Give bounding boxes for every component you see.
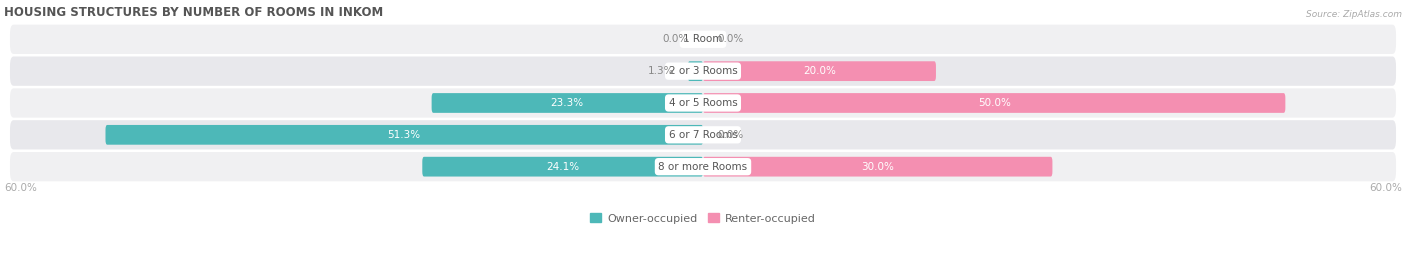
Text: 23.3%: 23.3% <box>551 98 583 108</box>
Text: 60.0%: 60.0% <box>1369 183 1402 193</box>
FancyBboxPatch shape <box>688 61 703 81</box>
FancyBboxPatch shape <box>703 61 936 81</box>
Text: 60.0%: 60.0% <box>4 183 37 193</box>
Text: 8 or more Rooms: 8 or more Rooms <box>658 162 748 172</box>
Text: 0.0%: 0.0% <box>662 34 689 44</box>
FancyBboxPatch shape <box>10 56 1396 86</box>
Legend: Owner-occupied, Renter-occupied: Owner-occupied, Renter-occupied <box>586 209 820 228</box>
Text: 50.0%: 50.0% <box>977 98 1011 108</box>
FancyBboxPatch shape <box>10 88 1396 118</box>
FancyBboxPatch shape <box>105 125 703 145</box>
Text: 4 or 5 Rooms: 4 or 5 Rooms <box>669 98 737 108</box>
Text: HOUSING STRUCTURES BY NUMBER OF ROOMS IN INKOM: HOUSING STRUCTURES BY NUMBER OF ROOMS IN… <box>4 6 384 19</box>
Text: 1 Room: 1 Room <box>683 34 723 44</box>
FancyBboxPatch shape <box>703 157 1053 176</box>
Text: 0.0%: 0.0% <box>717 34 744 44</box>
FancyBboxPatch shape <box>10 25 1396 54</box>
FancyBboxPatch shape <box>703 93 1285 113</box>
Text: 6 or 7 Rooms: 6 or 7 Rooms <box>669 130 737 140</box>
Text: 20.0%: 20.0% <box>803 66 837 76</box>
Text: 1.3%: 1.3% <box>647 66 673 76</box>
FancyBboxPatch shape <box>10 152 1396 181</box>
FancyBboxPatch shape <box>432 93 703 113</box>
FancyBboxPatch shape <box>422 157 703 176</box>
Text: 2 or 3 Rooms: 2 or 3 Rooms <box>669 66 737 76</box>
Text: Source: ZipAtlas.com: Source: ZipAtlas.com <box>1306 10 1402 19</box>
FancyBboxPatch shape <box>10 120 1396 150</box>
Text: 0.0%: 0.0% <box>717 130 744 140</box>
Text: 30.0%: 30.0% <box>862 162 894 172</box>
Text: 51.3%: 51.3% <box>388 130 420 140</box>
Text: 24.1%: 24.1% <box>546 162 579 172</box>
